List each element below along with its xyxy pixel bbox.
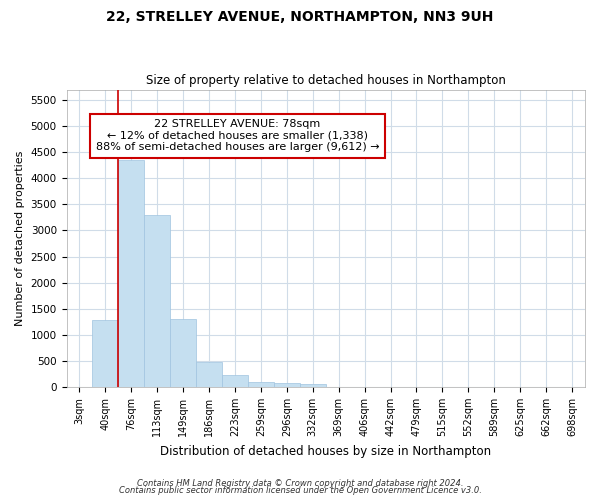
X-axis label: Distribution of detached houses by size in Northampton: Distribution of detached houses by size … [160,444,491,458]
Bar [144,215,170,387]
Title: Size of property relative to detached houses in Northampton: Size of property relative to detached ho… [146,74,506,87]
Y-axis label: Number of detached properties: Number of detached properties [15,150,25,326]
Bar [196,362,222,387]
Bar [118,160,144,387]
Bar [274,384,300,387]
Text: Contains HM Land Registry data © Crown copyright and database right 2024.: Contains HM Land Registry data © Crown c… [137,478,463,488]
Bar [222,375,248,387]
Bar [170,319,196,387]
Text: 22, STRELLEY AVENUE, NORTHAMPTON, NN3 9UH: 22, STRELLEY AVENUE, NORTHAMPTON, NN3 9U… [106,10,494,24]
Bar [248,382,274,387]
Text: 22 STRELLEY AVENUE: 78sqm
← 12% of detached houses are smaller (1,338)
88% of se: 22 STRELLEY AVENUE: 78sqm ← 12% of detac… [96,120,379,152]
Bar [92,320,118,387]
Text: Contains public sector information licensed under the Open Government Licence v3: Contains public sector information licen… [119,486,481,495]
Bar [300,384,326,387]
